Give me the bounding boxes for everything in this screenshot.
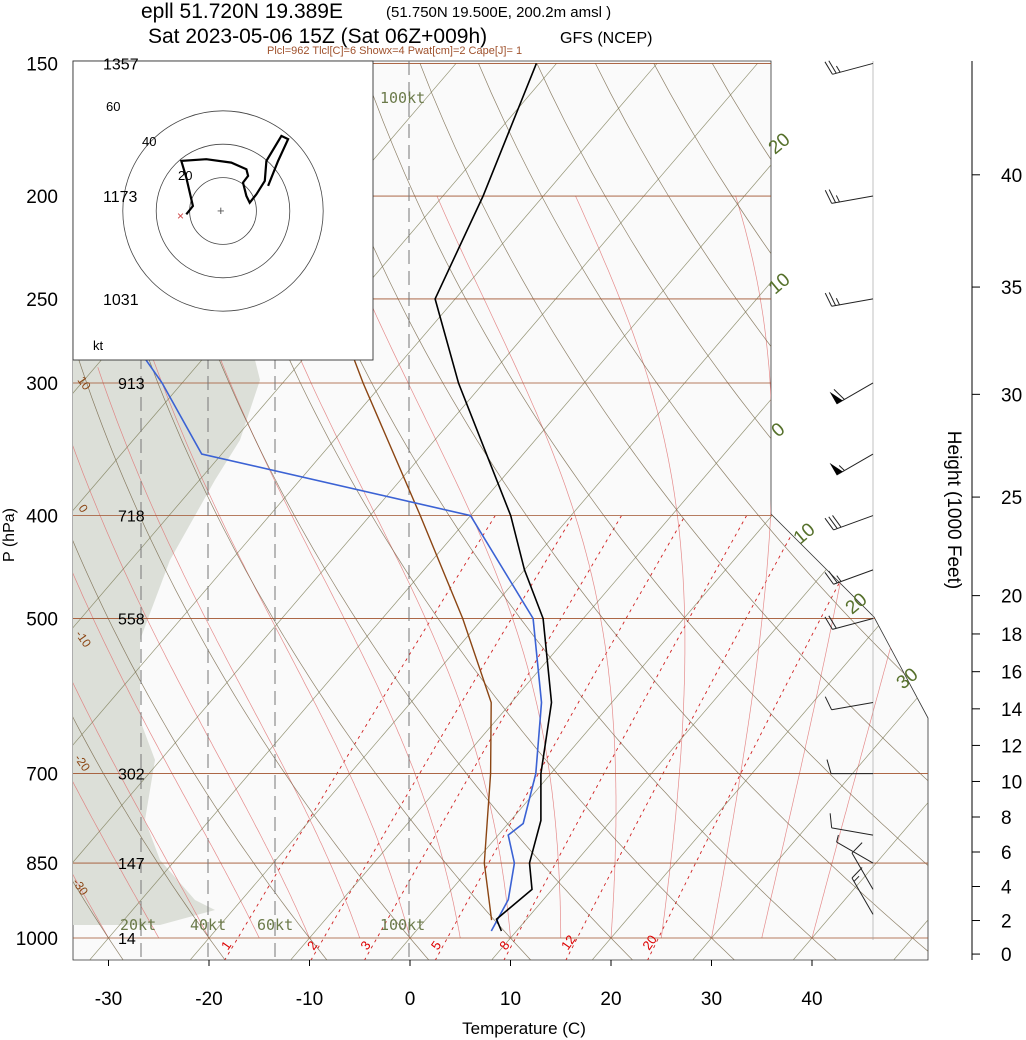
hodo-label-60: 60	[106, 99, 120, 114]
height-tick: 35	[1001, 278, 1022, 299]
isobar-height-label: 1173	[103, 189, 138, 206]
wind-barb	[832, 62, 874, 75]
height-tick: 20	[1001, 587, 1022, 608]
hodo-unit: kt	[93, 338, 104, 353]
mixing-ratio-label: 20	[639, 932, 660, 952]
wind-barbs	[824, 60, 874, 940]
height-tick: 16	[1001, 663, 1022, 684]
wind-barb	[831, 195, 874, 204]
wind-speed-label: 100kt	[380, 916, 425, 934]
height-feet-axis: 0 2 4 6 8 10 12 14 16 18 20 25 30 35 40	[972, 166, 1023, 966]
mixing-ratio-label: 12	[558, 932, 579, 952]
wind-barb	[833, 569, 874, 585]
isobar-height-label: 147	[118, 856, 145, 873]
pressure-label: 1000	[16, 929, 58, 950]
wind-barb	[836, 841, 874, 864]
temperature-tick: -10	[296, 989, 323, 1010]
temperature-tick: -30	[95, 989, 122, 1010]
pressure-label: 300	[26, 374, 58, 395]
temperature-tick: 0	[405, 989, 416, 1010]
temperature-tick: -20	[195, 989, 222, 1010]
hodo-label-40: 40	[142, 134, 156, 149]
height-tick: 2	[1001, 912, 1012, 933]
pressure-axis: 150 200 250 300 400 500 700 850 1000	[16, 54, 58, 950]
wind-speed-label: 100kt	[380, 89, 425, 107]
wind-speed-label: 60kt	[257, 916, 293, 934]
wind-speed-label: 40kt	[190, 916, 226, 934]
wind-barb	[833, 515, 874, 531]
temperature-axis: -30 -20 -10 0 10 20 30 40	[95, 960, 823, 1010]
height-tick: 4	[1001, 877, 1012, 898]
wind-barb	[851, 877, 874, 915]
height-tick: 30	[1001, 385, 1022, 406]
hodograph-trace	[179, 134, 290, 215]
hodo-storm-mark: ×	[177, 209, 184, 223]
height-tick: 25	[1001, 488, 1022, 509]
pressure-label: 850	[26, 854, 58, 875]
model-name: GFS (NCEP)	[560, 30, 652, 47]
wind-speed-label: 20kt	[120, 916, 156, 934]
height-tick: 14	[1001, 700, 1023, 721]
temperature-tick: 30	[701, 989, 722, 1010]
pressure-label: 400	[26, 507, 58, 528]
pressure-label: 700	[26, 765, 58, 786]
isobar-height-label: 1357	[103, 56, 139, 73]
wind-barb	[836, 453, 874, 476]
height-tick: 18	[1001, 625, 1022, 646]
wind-barb	[851, 852, 874, 890]
station-title: epll 51.720N 19.389E	[141, 0, 343, 23]
isobar-height-label: 913	[118, 376, 145, 393]
height-tick: 10	[1001, 772, 1022, 793]
pressure-label: 150	[26, 54, 58, 75]
hodo-center-mark: +	[217, 203, 225, 218]
wind-barb	[831, 702, 874, 711]
pressure-label: 200	[26, 187, 58, 208]
temperature-curve	[434, 63, 553, 932]
height-tick: 12	[1001, 736, 1022, 757]
height-tick: 0	[1001, 945, 1012, 966]
wind-barb	[832, 617, 874, 630]
grid-point: (51.750N 19.500E, 200.2m amsl )	[386, 4, 611, 21]
hodograph: 60 40 20 kt + ×	[72, 60, 374, 361]
pressure-label: 250	[26, 290, 58, 311]
temperature-tick: 20	[600, 989, 621, 1010]
isobar-height-label: 302	[118, 767, 145, 784]
height-tick: 6	[1001, 843, 1012, 864]
isobar-height-label: 14	[118, 931, 136, 948]
isobar-height-label: 1031	[103, 292, 139, 309]
isobar-height-label: 718	[118, 509, 145, 526]
run-title: Sat 2023-05-06 15Z (Sat 06Z+009h)	[148, 25, 487, 48]
height-tick: 8	[1001, 808, 1012, 829]
temperature-tick: 40	[801, 989, 822, 1010]
x-axis-title: Temperature (C)	[462, 1019, 586, 1038]
y-axis-title: P (hPa)	[1, 508, 18, 562]
y2-axis-title: Height (1000 Feet)	[943, 431, 964, 589]
isobar-height-label: 558	[118, 611, 145, 628]
indices-line: Plcl=962 Tlcl[C]=6 Showx=4 Pwat[cm]=2 Ca…	[267, 45, 522, 57]
height-labels: 1357 1173 1031 913 718 558 302 147 14	[103, 56, 145, 948]
temperature-tick: 10	[500, 989, 521, 1010]
wind-barb	[836, 382, 874, 405]
hodo-label-20: 20	[178, 168, 192, 183]
pressure-label: 500	[26, 609, 58, 630]
wind-barb	[831, 827, 874, 836]
wind-barb	[831, 298, 874, 307]
height-tick: 40	[1001, 166, 1022, 187]
